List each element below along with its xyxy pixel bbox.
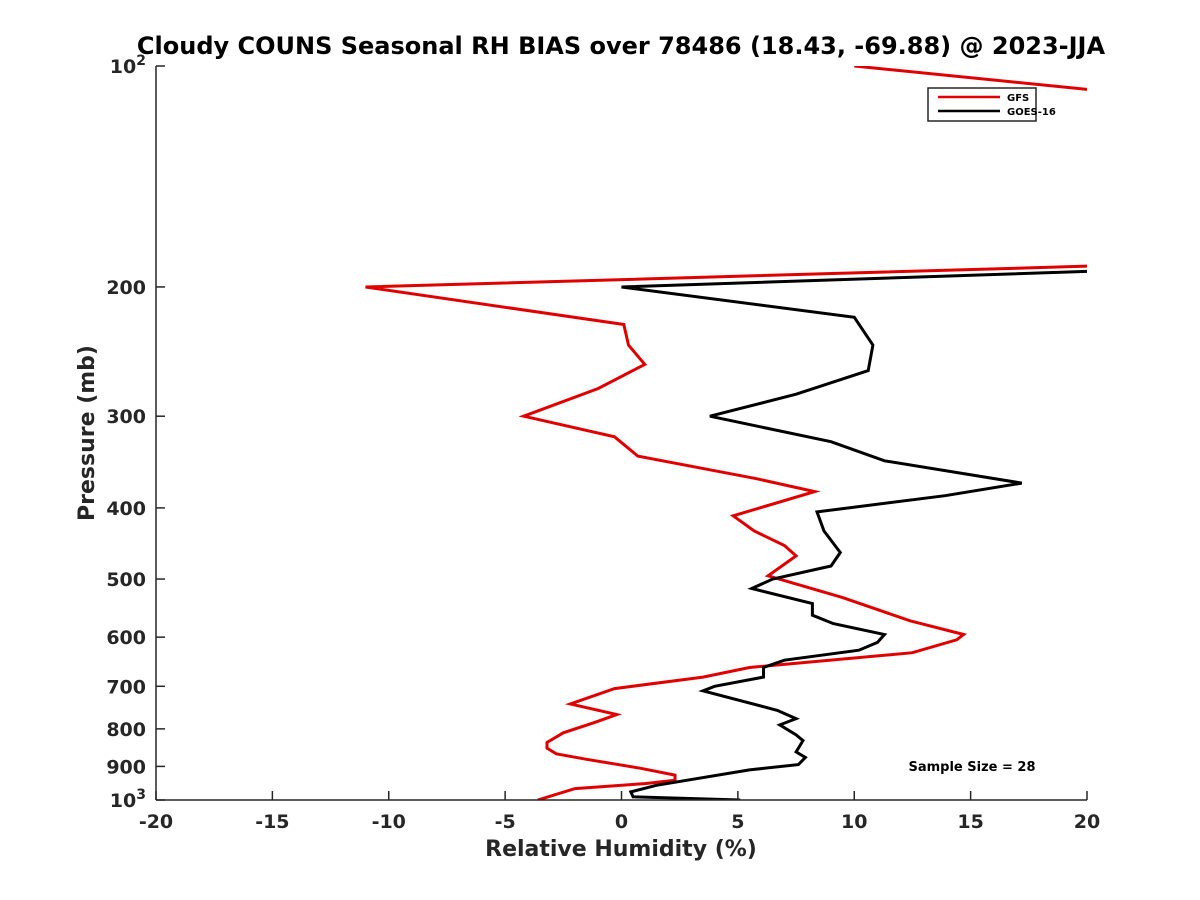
legend: GFS GOES-16 <box>927 87 1056 122</box>
x-tick-label: 10 <box>841 811 867 833</box>
axes-layer <box>155 66 1087 801</box>
y-tick-label: 900 <box>106 756 146 778</box>
y-tick-label: 800 <box>106 719 146 741</box>
y-axis-label: Pressure (mb) <box>75 345 100 521</box>
legend-entry-label: GFS <box>1007 93 1029 104</box>
y-tick-label: 300 <box>106 406 146 428</box>
x-tick-label: 15 <box>957 811 983 833</box>
y-tick-label: 103 <box>110 787 146 812</box>
sample-size-annotation: Sample Size = 28 <box>908 760 1035 775</box>
x-tick-label: -20 <box>139 811 173 833</box>
legend-entry-label: GOES-16 <box>1007 107 1056 118</box>
y-tick-label: 500 <box>106 569 146 591</box>
y-tick-label: 102 <box>110 53 146 78</box>
y-tick-label: 200 <box>106 277 146 299</box>
x-tick-label: -10 <box>372 811 406 833</box>
legend-box <box>927 87 1037 122</box>
x-axis-ticks: -20 -15 -10 -5 0 5 10 15 20 <box>139 791 1100 833</box>
y-tick-label: 400 <box>106 498 146 520</box>
x-tick-label: 0 <box>615 811 628 833</box>
x-axis-label: Relative Humidity (%) <box>485 837 757 862</box>
y-tick-label: 700 <box>106 676 146 698</box>
y-axis-ticks: 102 200 300 400 500 600 700 800 900 103 <box>106 53 165 812</box>
x-tick-label: 5 <box>731 811 744 833</box>
series-layer <box>365 66 1087 800</box>
x-tick-label: -15 <box>255 811 289 833</box>
x-tick-label: -5 <box>495 811 516 833</box>
series-line-gfs <box>365 66 1087 800</box>
chart-title: Cloudy COUNS Seasonal RH BIAS over 78486… <box>137 32 1106 60</box>
x-tick-label: 20 <box>1074 811 1100 833</box>
y-tick-label: 600 <box>106 627 146 649</box>
series-line-goes-16 <box>621 269 1087 800</box>
